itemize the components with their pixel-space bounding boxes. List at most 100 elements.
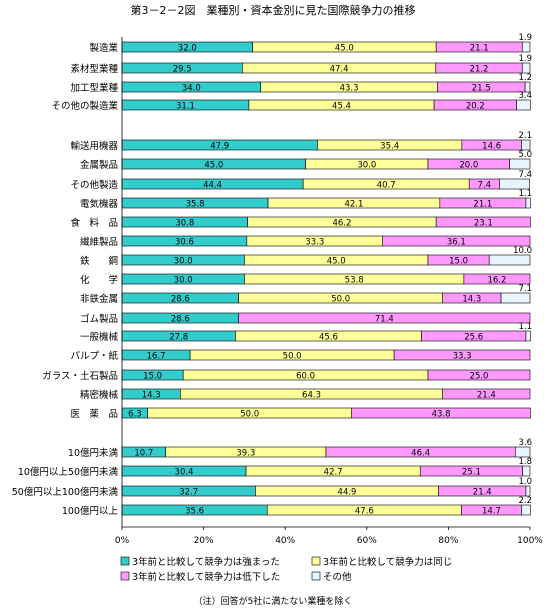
category-label: ガラス・土石製品 [42, 370, 118, 382]
data-label: 14.7 [482, 507, 501, 517]
bar-segment-other [500, 292, 531, 304]
legend-label: 3年前と比較して競争力は低下した [132, 571, 280, 583]
bar-segment-other [525, 485, 531, 497]
bar-segment-weak [435, 216, 531, 228]
category-label: 10億円以上50億円未満 [18, 466, 119, 478]
category-label: その他製造 [70, 179, 118, 191]
data-label-other: 1.9 [518, 54, 532, 64]
data-label-other: 3.6 [518, 438, 532, 448]
data-label-other: 1.0 [518, 477, 532, 487]
data-label: 44.4 [203, 181, 222, 191]
bar-segment-weak [351, 407, 531, 419]
data-label: 30.8 [175, 219, 194, 229]
category-label: 化 学 [80, 274, 118, 286]
data-label-other: 2.2 [518, 496, 532, 506]
data-label: 30.6 [175, 238, 194, 248]
category-label: 非鉄金属 [80, 293, 118, 305]
category-label: 加工型業種 [70, 82, 118, 94]
data-label: 46.2 [332, 219, 351, 229]
data-label: 39.3 [236, 449, 255, 459]
data-label: 47.9 [210, 142, 229, 152]
data-label: 45.0 [335, 44, 354, 54]
bar-segment-other [516, 99, 531, 111]
chart-title: 第3－2－2図 業種別・資本金別に見た国際競争力の推移 [130, 4, 416, 17]
data-label: 40.7 [377, 181, 396, 191]
bar-segment-other [521, 139, 531, 151]
data-label: 25.6 [464, 333, 483, 343]
bar-segment-weak [393, 349, 531, 361]
data-label: 44.9 [338, 488, 357, 498]
data-label: 28.6 [171, 315, 190, 325]
data-label-other: 2.1 [518, 131, 532, 141]
legend-swatch-strong [120, 556, 130, 566]
bar-segment-other [525, 197, 531, 209]
data-label: 43.3 [340, 84, 359, 94]
data-label: 21.1 [470, 44, 489, 54]
category-label: 一般機械 [80, 331, 119, 343]
data-label-other: 5.0 [518, 150, 532, 160]
legend-label: その他 [323, 571, 352, 583]
data-label: 28.6 [171, 295, 190, 305]
bar-segment-weak [427, 369, 531, 381]
data-label: 42.7 [324, 468, 343, 478]
data-label: 33.3 [453, 352, 472, 362]
legend-label: 3年前と比較して競争力は同じ [323, 556, 452, 568]
data-label-other: 1.2 [518, 73, 532, 83]
category-label: 電気機器 [80, 198, 119, 210]
data-label: 50.0 [283, 352, 302, 362]
bar-segment-weak [382, 235, 531, 247]
data-label: 71.4 [375, 315, 394, 325]
data-label: 21.4 [477, 391, 496, 401]
data-label: 50.0 [240, 410, 259, 420]
data-label: 31.1 [176, 102, 195, 112]
data-label: 14.6 [482, 142, 501, 152]
category-label: 精密機械 [80, 389, 119, 401]
data-label: 47.4 [330, 65, 349, 75]
data-label: 10.7 [134, 449, 153, 459]
data-label: 30.0 [174, 276, 193, 286]
category-label: 医 薬 品 [70, 408, 118, 420]
legend-label: 3年前と比較して競争力は強まった [132, 556, 280, 568]
data-label: 29.5 [173, 65, 192, 75]
data-label: 47.6 [355, 507, 374, 517]
data-label: 20.0 [459, 161, 478, 171]
x-tick-label: 80% [438, 536, 458, 546]
data-label: 46.4 [411, 449, 430, 459]
bar-segment-other [488, 254, 531, 266]
data-label-other: 1.1 [518, 322, 532, 332]
category-label: 製造業 [89, 42, 118, 54]
data-label: 45.0 [204, 161, 223, 171]
category-label: 50億円以上100億円未満 [12, 486, 119, 498]
x-tick-label: 0% [115, 536, 130, 546]
data-label: 27.8 [169, 333, 188, 343]
category-label: 鉄 鋼 [80, 255, 118, 267]
data-label: 14.3 [462, 295, 481, 305]
bar-segment-other [521, 62, 531, 74]
data-label: 32.0 [178, 44, 197, 54]
bar-segment-other [525, 330, 531, 342]
data-label: 20.2 [466, 102, 485, 112]
bar-segment-other [499, 178, 530, 190]
data-label-other: 1.9 [518, 33, 532, 43]
bar-segment-weak [463, 273, 531, 285]
legend-swatch-weak [120, 571, 130, 581]
data-label: 35.4 [380, 142, 399, 152]
x-tick-label: 20% [194, 536, 214, 546]
data-label: 50.0 [331, 295, 350, 305]
data-label: 16.7 [147, 352, 166, 362]
x-tick-label: 100% [517, 536, 543, 546]
category-label: パルプ・紙 [70, 350, 118, 362]
data-label: 7.4 [478, 181, 492, 191]
data-label: 21.2 [470, 65, 489, 75]
footnote: （注）回答が5社に満たない業種を除く [193, 597, 353, 607]
data-label: 64.3 [302, 391, 321, 401]
data-label: 21.1 [473, 200, 492, 210]
data-label: 53.8 [345, 276, 364, 286]
data-label: 23.1 [474, 219, 493, 229]
legend: 3年前と比較して競争力は強まった 3年前と比較して競争力は同じ 3年前と比較して競争… [120, 556, 452, 583]
bar-segment-other [515, 446, 531, 458]
bar-segment-other [524, 81, 531, 93]
legend-swatch-other [311, 571, 321, 581]
bar-segment-weak [442, 388, 531, 400]
data-label: 45.4 [332, 102, 351, 112]
